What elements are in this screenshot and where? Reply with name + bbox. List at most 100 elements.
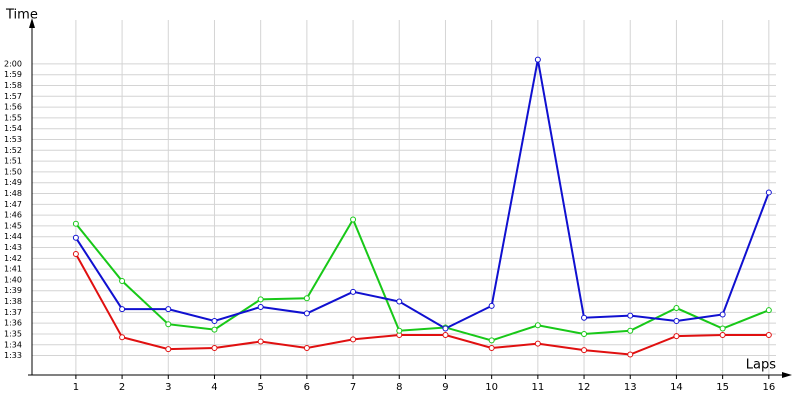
x-axis-arrow bbox=[782, 372, 792, 378]
data-point bbox=[165, 321, 172, 328]
x-tick-label: 11 bbox=[531, 382, 544, 393]
y-tick-label: 1:34 bbox=[4, 340, 22, 349]
x-tick-label: 14 bbox=[670, 382, 683, 393]
data-point bbox=[673, 333, 680, 340]
data-point bbox=[257, 303, 264, 310]
data-point bbox=[673, 317, 680, 324]
x-tick-label: 1 bbox=[73, 382, 79, 393]
y-tick-label: 2:00 bbox=[4, 59, 22, 68]
data-point bbox=[581, 330, 588, 337]
data-point bbox=[119, 334, 126, 341]
data-point bbox=[303, 344, 310, 351]
y-tick-label: 1:47 bbox=[4, 200, 22, 209]
series-line bbox=[75, 217, 770, 342]
x-tick-label: 5 bbox=[257, 382, 263, 393]
y-tick-label: 1:55 bbox=[4, 113, 22, 122]
data-point bbox=[442, 332, 449, 339]
data-point bbox=[396, 298, 403, 305]
y-tick-label: 1:44 bbox=[4, 232, 22, 241]
data-point bbox=[488, 344, 495, 351]
grid bbox=[32, 20, 776, 375]
data-point bbox=[534, 56, 541, 63]
x-tick-label: 3 bbox=[165, 382, 171, 393]
y-tick-label: 1:51 bbox=[4, 157, 22, 166]
y-axis-arrow bbox=[29, 18, 35, 28]
data-point bbox=[765, 307, 772, 314]
data-point bbox=[488, 302, 495, 309]
data-point bbox=[396, 327, 403, 334]
data-point bbox=[72, 251, 79, 258]
data-point bbox=[673, 305, 680, 312]
y-tick-label: 1:52 bbox=[4, 146, 22, 155]
y-tick-label: 1:45 bbox=[4, 221, 22, 230]
data-point bbox=[303, 295, 310, 302]
data-point bbox=[765, 189, 772, 196]
data-point bbox=[119, 306, 126, 313]
y-tick-label: 1:58 bbox=[4, 81, 22, 90]
data-point bbox=[119, 278, 126, 285]
x-tick-label: 15 bbox=[716, 382, 729, 393]
data-point bbox=[350, 336, 357, 343]
y-tick-label: 1:33 bbox=[4, 351, 22, 360]
x-tick-label: 12 bbox=[578, 382, 591, 393]
data-point bbox=[257, 296, 264, 303]
x-tick-label: 13 bbox=[624, 382, 637, 393]
y-tick-label: 1:56 bbox=[4, 103, 22, 112]
y-tick-label: 1:37 bbox=[4, 308, 22, 317]
y-tick-label: 1:42 bbox=[4, 254, 22, 263]
data-point bbox=[627, 327, 634, 334]
y-tick-label: 1:53 bbox=[4, 135, 22, 144]
data-point bbox=[211, 326, 218, 333]
series-line bbox=[75, 253, 769, 356]
x-tick-label: 8 bbox=[396, 382, 402, 393]
plot bbox=[72, 56, 772, 358]
x-tick-label: 4 bbox=[211, 382, 217, 393]
data-point bbox=[719, 311, 726, 318]
data-point bbox=[581, 347, 588, 354]
y-tick-label: 1:43 bbox=[4, 243, 22, 252]
data-point bbox=[72, 234, 79, 241]
data-point bbox=[165, 346, 172, 353]
data-point bbox=[534, 340, 541, 347]
x-axis-title: Laps bbox=[746, 358, 776, 373]
data-point bbox=[350, 216, 357, 223]
y-tick-label: 1:57 bbox=[4, 92, 22, 101]
y-tick-label: 1:49 bbox=[4, 178, 22, 187]
y-tick-label: 1:39 bbox=[4, 286, 22, 295]
data-point bbox=[488, 337, 495, 344]
data-point bbox=[442, 325, 449, 332]
y-tick-label: 1:46 bbox=[4, 211, 22, 220]
data-point bbox=[211, 344, 218, 351]
data-point bbox=[581, 314, 588, 321]
y-tick-label: 1:40 bbox=[4, 275, 22, 284]
data-point bbox=[719, 325, 726, 332]
x-tick-label: 9 bbox=[442, 382, 448, 393]
x-tick-label: 7 bbox=[350, 382, 356, 393]
y-tick-label: 1:48 bbox=[4, 189, 22, 198]
data-point bbox=[534, 322, 541, 329]
data-point bbox=[765, 332, 772, 339]
y-tick-label: 1:35 bbox=[4, 329, 22, 338]
data-point bbox=[627, 351, 634, 358]
y-tick-label: 1:38 bbox=[4, 297, 22, 306]
y-tick-label: 1:59 bbox=[4, 70, 22, 79]
data-point bbox=[350, 288, 357, 295]
data-point bbox=[72, 220, 79, 227]
data-point bbox=[165, 306, 172, 313]
x-tick-label: 10 bbox=[485, 382, 498, 393]
data-point bbox=[719, 332, 726, 339]
x-tick-label: 16 bbox=[762, 382, 775, 393]
data-point bbox=[303, 310, 310, 317]
data-point bbox=[211, 317, 218, 324]
series-line bbox=[75, 59, 770, 330]
data-point bbox=[627, 312, 634, 319]
y-tick-label: 1:54 bbox=[4, 124, 22, 133]
x-tick-label: 6 bbox=[304, 382, 310, 393]
y-tick-label: 1:36 bbox=[4, 319, 22, 328]
y-axis-title: Time bbox=[5, 8, 38, 23]
y-tick-label: 1:50 bbox=[4, 167, 22, 176]
y-tick-label: 1:41 bbox=[4, 265, 22, 274]
data-point bbox=[257, 338, 264, 345]
